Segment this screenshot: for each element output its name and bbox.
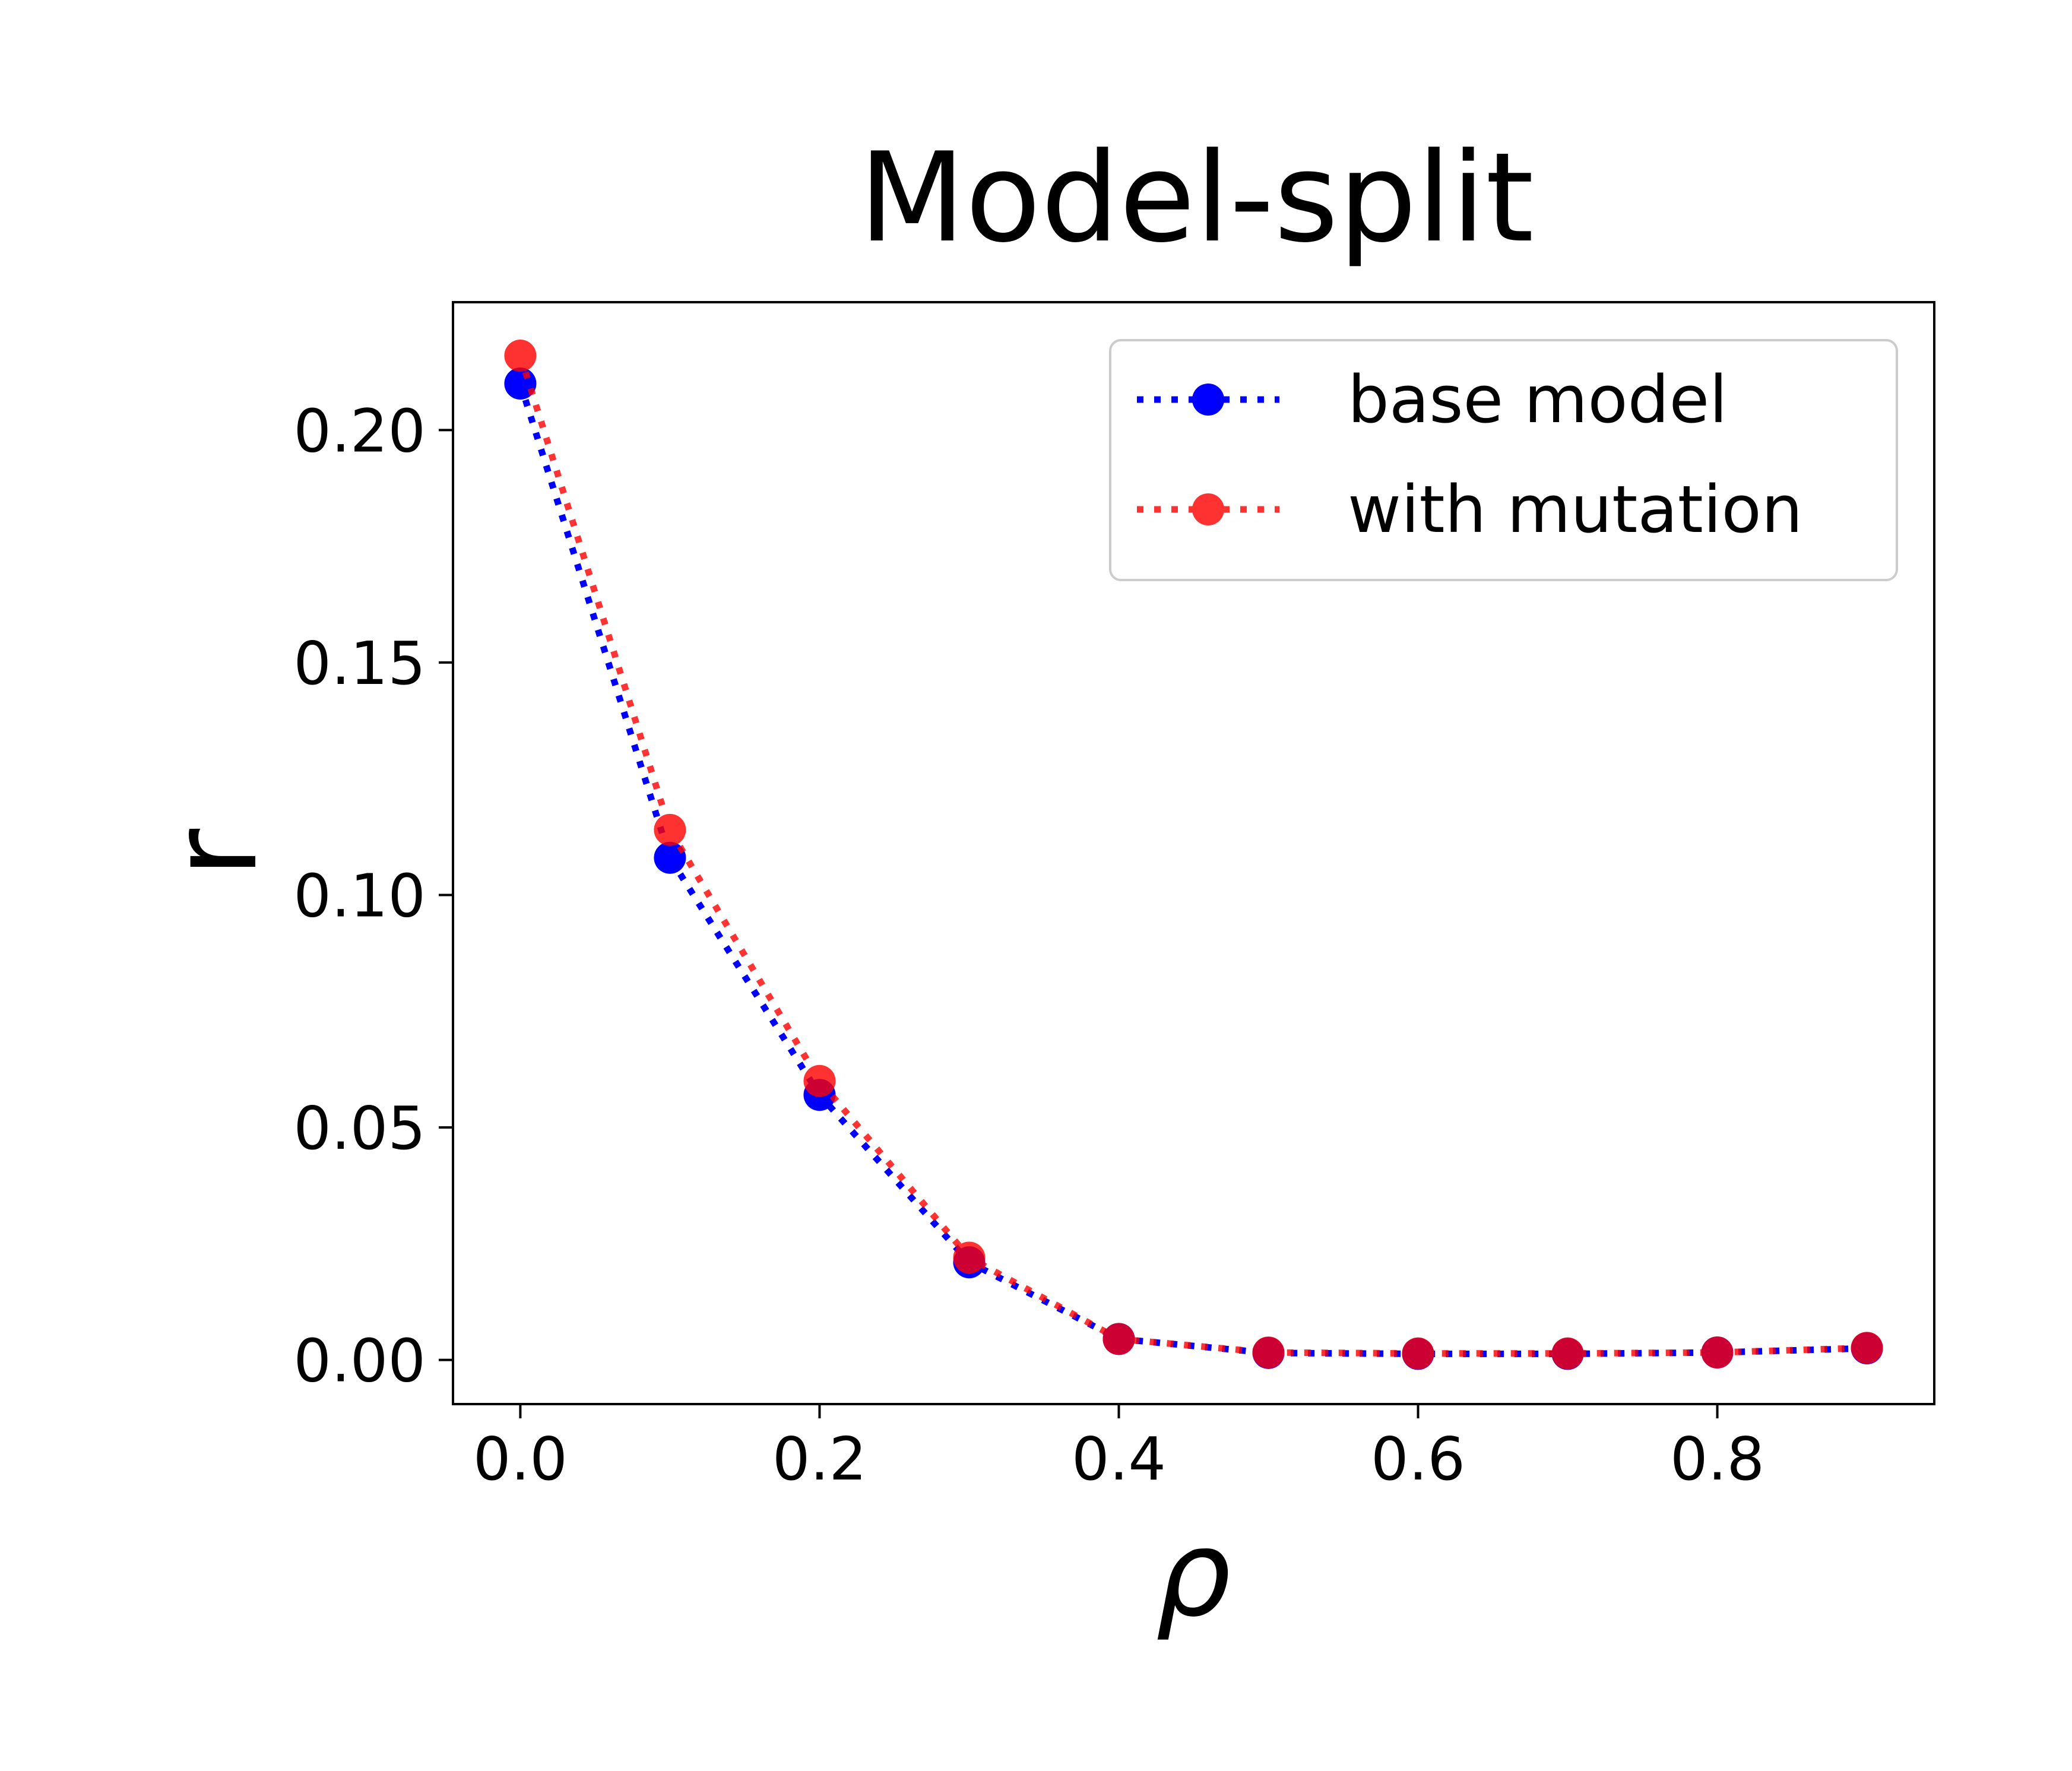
y-tick-label: 0.00 <box>293 1326 426 1396</box>
legend-marker <box>1192 493 1224 525</box>
legend-entry <box>1137 384 1279 416</box>
data-point <box>1402 1337 1434 1370</box>
data-point <box>504 340 537 372</box>
y-axis-label: r <box>145 828 284 877</box>
y-tick-label: 0.10 <box>293 861 426 930</box>
legend-entry <box>1137 493 1279 525</box>
legend-frame <box>1109 339 1898 581</box>
series-line <box>517 354 1867 1357</box>
data-point <box>1851 1332 1883 1364</box>
data-point <box>1551 1337 1584 1370</box>
y-tick-label: 0.05 <box>293 1094 426 1163</box>
x-tick-label: 0.0 <box>473 1424 568 1494</box>
data-point <box>803 1064 836 1097</box>
data-point <box>953 1241 986 1274</box>
data-point <box>1252 1336 1285 1369</box>
x-tick-label: 0.8 <box>1670 1424 1764 1494</box>
data-point <box>1102 1323 1135 1355</box>
data-point <box>654 813 686 846</box>
x-tick-label: 0.4 <box>1072 1424 1166 1494</box>
legend-label: with mutation <box>1348 471 1802 547</box>
data-point <box>654 841 686 874</box>
y-tick-label: 0.15 <box>293 629 426 698</box>
y-tick-label: 0.20 <box>293 396 426 465</box>
y-axis-ticks: 0.00 0.05 0.10 0.15 0.20 <box>293 396 453 1396</box>
data-point <box>1701 1336 1734 1369</box>
x-tick-label: 0.6 <box>1371 1424 1465 1494</box>
x-tick-label: 0.2 <box>772 1424 867 1494</box>
legend: base model with mutation <box>1109 339 1898 581</box>
series-line <box>517 382 1867 1357</box>
chart-title: Model-split <box>858 126 1534 270</box>
legend-marker <box>1192 384 1224 416</box>
series-2 <box>504 340 1883 1370</box>
plot-frame <box>452 301 1935 1405</box>
x-axis-label: ρ <box>1156 1505 1231 1643</box>
legend-label: base model <box>1348 362 1728 438</box>
series-layer <box>504 340 1883 1370</box>
x-axis-ticks: 0.0 0.2 0.4 0.6 0.8 <box>473 1404 1764 1494</box>
